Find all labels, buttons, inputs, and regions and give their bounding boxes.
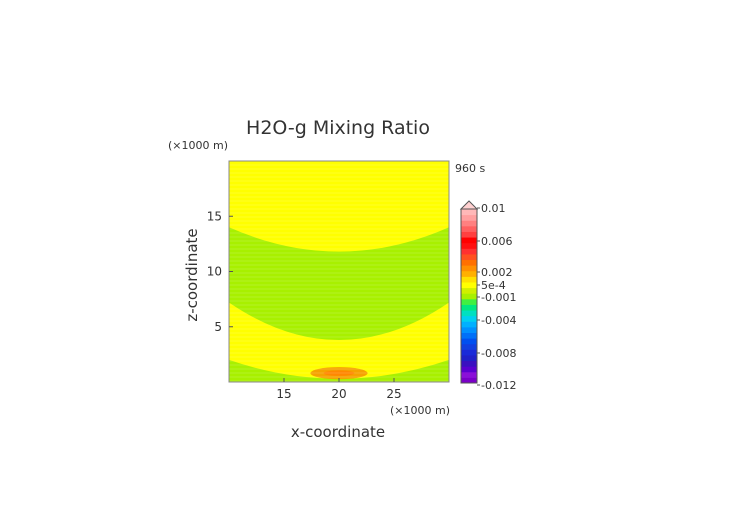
colorbar-swatch bbox=[461, 310, 477, 317]
colorbar-swatch bbox=[461, 332, 477, 339]
colorbar-label: 0.01 bbox=[481, 202, 506, 215]
colorbar-swatch bbox=[461, 293, 477, 300]
colorbar-frame bbox=[460, 208, 478, 384]
colorbar-swatch bbox=[461, 253, 477, 261]
x-axis-unit: (×1000 m) bbox=[390, 404, 450, 417]
y-tick-label: 15 bbox=[207, 209, 222, 223]
colorbar-swatch bbox=[461, 343, 477, 350]
colorbar-swatch bbox=[461, 366, 477, 373]
colorbar-label: 0.002 bbox=[481, 266, 513, 279]
y-axis-label: z-coordinate bbox=[183, 228, 201, 321]
colorbar-swatch bbox=[461, 304, 477, 311]
colorbar-swatch bbox=[461, 354, 477, 362]
y-axis-unit: (×1000 m) bbox=[168, 139, 228, 152]
colorbar-label: -0.012 bbox=[481, 379, 516, 392]
colorbar-swatch bbox=[461, 281, 477, 289]
colorbar-swatch bbox=[461, 298, 477, 305]
region-upper-band bbox=[229, 227, 449, 341]
x-tick-label: 15 bbox=[276, 387, 291, 401]
y-tick-label: 5 bbox=[214, 320, 222, 334]
colorbar-swatch bbox=[461, 220, 477, 227]
time-label: 960 s bbox=[455, 162, 485, 175]
colorbar-swatch bbox=[461, 377, 477, 384]
colorbar-swatch bbox=[461, 349, 477, 356]
colorbar-swatch bbox=[461, 248, 477, 255]
x-axis-label: x-coordinate bbox=[291, 423, 385, 441]
colorbar-swatch bbox=[461, 225, 477, 232]
colorbar bbox=[459, 200, 479, 384]
plot-area bbox=[228, 160, 450, 383]
chart-title: H2O-g Mixing Ratio bbox=[246, 117, 430, 139]
x-tick-label: 25 bbox=[386, 387, 401, 401]
colorbar-swatch bbox=[461, 287, 477, 294]
contour-field bbox=[229, 161, 449, 382]
colorbar-swatch bbox=[461, 270, 477, 277]
colorbar-swatch bbox=[461, 231, 477, 238]
colorbar-swatch bbox=[461, 326, 477, 333]
x-tick-label: 20 bbox=[331, 387, 346, 401]
region-lower-band bbox=[229, 359, 449, 382]
region-center-core bbox=[323, 370, 355, 376]
colorbar-swatch bbox=[461, 321, 477, 328]
colorbar-swatch bbox=[461, 237, 477, 244]
axes: 15 20 25 5 10 15 bbox=[207, 209, 402, 401]
colorbar-label: -0.004 bbox=[481, 314, 516, 327]
colorbar-swatch bbox=[461, 360, 477, 367]
colorbar-label: -0.008 bbox=[481, 347, 516, 360]
colorbar-swatch bbox=[461, 209, 477, 216]
colorbar-swatch bbox=[461, 371, 477, 378]
colorbar-swatch bbox=[461, 265, 477, 272]
colorbar-label: 5e-4 bbox=[481, 279, 506, 292]
colorbar-swatch bbox=[461, 214, 477, 221]
colorbar-swatch bbox=[461, 259, 477, 266]
colorbar-label: 0.006 bbox=[481, 235, 513, 248]
colorbar-swatch bbox=[461, 276, 477, 283]
colorbar-label: -0.001 bbox=[481, 291, 516, 304]
y-tick-label: 10 bbox=[207, 265, 222, 279]
colorbar-overflow-triangle bbox=[459, 200, 479, 210]
colorbar-swatch bbox=[461, 338, 477, 345]
colorbar-swatch bbox=[461, 242, 477, 249]
colorbar-swatch bbox=[461, 315, 477, 322]
